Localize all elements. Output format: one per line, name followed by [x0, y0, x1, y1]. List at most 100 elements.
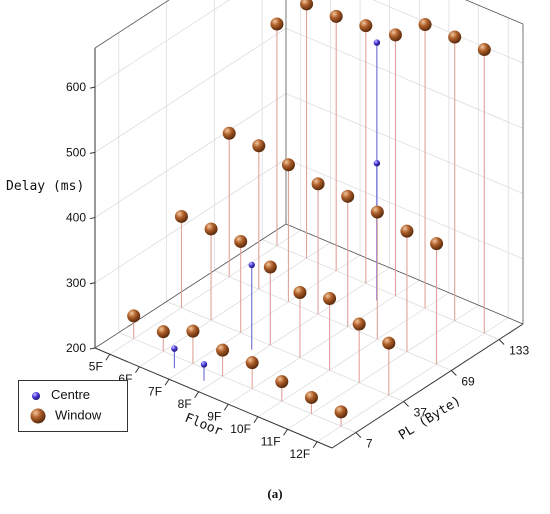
- centre-point: [373, 160, 381, 167]
- pl-tick-label: 69: [461, 375, 475, 389]
- window-point: [311, 177, 325, 191]
- window-point: [275, 375, 289, 389]
- floor-tick-label: 12F: [290, 447, 311, 461]
- floor-tick: [164, 378, 170, 386]
- centre-point: [200, 361, 208, 368]
- window-point: [448, 30, 462, 44]
- floor-tick: [312, 441, 318, 449]
- window-point: [382, 336, 396, 350]
- window-point: [370, 205, 384, 219]
- floor-gridline: [118, 332, 357, 433]
- floor-tick-label: 5F: [89, 359, 103, 373]
- centre-point: [373, 39, 381, 46]
- floor-tick: [105, 353, 111, 361]
- window-point: [156, 325, 170, 339]
- floor-gridline: [109, 229, 302, 355]
- wall-gridline: [285, 158, 524, 260]
- floor-tick-label: 11F: [261, 434, 281, 448]
- window-point: [300, 0, 314, 11]
- floor-tick: [135, 366, 140, 374]
- legend: Centre Window: [18, 380, 128, 432]
- box-edge: [465, 0, 524, 25]
- floor-gridline: [287, 304, 479, 430]
- delay-tick: [89, 347, 96, 350]
- window-point: [127, 309, 141, 323]
- pl-tick: [498, 339, 505, 345]
- wall-gridline: [285, 93, 524, 194]
- floor-tick: [223, 403, 229, 411]
- pl-tick-label: 133: [509, 344, 529, 358]
- floor-tick-label: 10F: [230, 422, 251, 436]
- pl-tick: [451, 370, 457, 376]
- window-point: [334, 405, 348, 419]
- window-point: [186, 324, 200, 338]
- pl-tick: [403, 401, 409, 407]
- floor-tick-label: 9F: [207, 409, 221, 423]
- centre-point: [248, 261, 255, 269]
- floor-axis-line: [94, 347, 333, 449]
- floor-gridline: [316, 317, 509, 443]
- legend-label-centre: Centre: [51, 387, 91, 402]
- window-point: [234, 234, 248, 248]
- window-point: [400, 224, 414, 238]
- delay-tick-label: 500: [66, 145, 86, 159]
- wall-gridline: [94, 158, 287, 284]
- delay-tick-label: 200: [66, 341, 86, 355]
- box-edge: [94, 223, 287, 349]
- delay-tick: [89, 151, 96, 154]
- floor-tick: [194, 391, 200, 399]
- delay-axis-title: Delay (ms): [6, 179, 84, 194]
- delay-tick: [89, 217, 96, 220]
- window-point: [252, 139, 266, 153]
- wall-gridline: [285, 28, 524, 129]
- window-point: [263, 260, 277, 274]
- window-point: [304, 390, 318, 404]
- floor-gridline: [166, 301, 404, 402]
- floor-gridline: [257, 292, 450, 418]
- window-point: [341, 189, 355, 203]
- window-point: [388, 28, 402, 42]
- floor-tick: [283, 428, 288, 436]
- figure-caption: (a): [267, 486, 283, 501]
- floor-gridline: [228, 279, 420, 405]
- window-point: [174, 209, 188, 223]
- floor-gridline: [261, 239, 500, 340]
- box-edge: [94, 0, 170, 49]
- window-point: [352, 317, 366, 331]
- legend-label-window: Window: [55, 407, 102, 423]
- box-edge: [285, 223, 524, 325]
- window-point: [329, 9, 343, 23]
- floor-gridline: [139, 242, 331, 368]
- wall-gridline: [94, 93, 287, 218]
- window-point: [216, 343, 230, 357]
- centre-point: [171, 345, 178, 352]
- window-point: [270, 17, 284, 31]
- floor-gridline: [198, 267, 390, 393]
- delay-tick-label: 400: [66, 211, 86, 225]
- pl-axis-line: [331, 323, 524, 449]
- floor-tick: [253, 416, 259, 424]
- legend-swatch-window: [30, 408, 46, 424]
- window-point: [418, 18, 432, 32]
- window-point: [222, 126, 236, 140]
- delay-tick: [89, 282, 96, 285]
- window-point: [204, 222, 218, 236]
- floor-tick-label: 7F: [148, 384, 162, 398]
- window-point: [359, 19, 373, 33]
- delay-tick-label: 300: [66, 276, 86, 290]
- delay-tick-label: 600: [66, 80, 86, 94]
- floor-gridline: [214, 270, 452, 371]
- floor-tick-label: 8F: [178, 397, 192, 411]
- window-point: [293, 286, 307, 300]
- floor-gridline: [168, 254, 361, 380]
- delay-tick: [89, 86, 96, 89]
- pl-tick: [355, 432, 362, 438]
- wall-gridline: [94, 0, 230, 88]
- legend-item-window: Window: [29, 407, 101, 425]
- pl-axis-title: PL (Byte): [396, 393, 464, 443]
- legend-item-centre: Centre: [29, 387, 90, 403]
- window-point: [245, 356, 259, 370]
- pl-tick-label: 7: [366, 437, 373, 451]
